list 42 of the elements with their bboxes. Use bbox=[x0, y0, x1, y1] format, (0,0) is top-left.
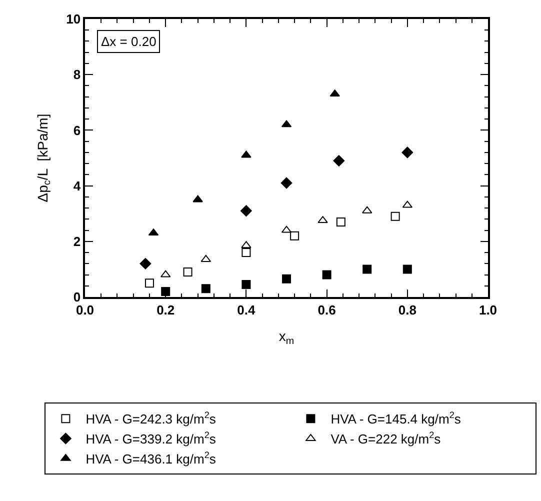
legend-label: HVA - G=436.1 kg/m$^{2}$s bbox=[86, 450, 216, 466]
x-tick-label: 0.4 bbox=[237, 302, 256, 318]
point bbox=[242, 248, 251, 258]
point bbox=[330, 90, 340, 97]
y-tick-label: 4 bbox=[73, 178, 82, 194]
point bbox=[322, 270, 332, 280]
point bbox=[192, 195, 203, 202]
x-tick-label: 0.6 bbox=[318, 302, 336, 318]
legend-label: HVA - G=145.4 kg/m$^{2}$s bbox=[330, 410, 462, 427]
legend-label: HVA - G=339.2 kg/m$^{2}$s bbox=[86, 430, 216, 447]
point bbox=[241, 150, 252, 158]
annotation: Δx = 0.20 bbox=[101, 34, 156, 49]
point bbox=[242, 280, 251, 289]
point bbox=[336, 217, 346, 226]
point bbox=[144, 278, 154, 288]
y-tick-label: 6 bbox=[73, 122, 81, 138]
point bbox=[183, 267, 192, 276]
point bbox=[362, 264, 372, 274]
x-tick-label: 0.8 bbox=[398, 302, 416, 318]
point bbox=[241, 241, 252, 248]
y-tick-label: 0 bbox=[73, 290, 81, 305]
y-tick-label: 2 bbox=[73, 234, 81, 249]
point bbox=[390, 212, 400, 221]
point bbox=[161, 286, 170, 296]
x-tick-label: 1.0 bbox=[478, 302, 498, 318]
y-tick-label: 10 bbox=[66, 12, 81, 27]
x-tick-label: 0.0 bbox=[76, 302, 94, 318]
legend-label: HVA - G=242.3 kg/m$^{2}$s bbox=[86, 410, 216, 427]
point bbox=[402, 264, 412, 274]
point bbox=[290, 231, 300, 240]
point bbox=[201, 284, 210, 294]
point bbox=[282, 274, 291, 284]
point bbox=[318, 216, 328, 224]
x-tick-label: 0.2 bbox=[156, 302, 175, 318]
point bbox=[402, 146, 414, 158]
point bbox=[240, 205, 252, 217]
x-axis-title: x$_{m}$ bbox=[278, 328, 294, 348]
point bbox=[280, 177, 292, 189]
y-tick-label: 8 bbox=[73, 67, 81, 82]
point bbox=[333, 155, 345, 166]
legend-label: VA - G=222 kg/m$^{2}$s bbox=[330, 430, 442, 447]
point bbox=[140, 258, 152, 270]
